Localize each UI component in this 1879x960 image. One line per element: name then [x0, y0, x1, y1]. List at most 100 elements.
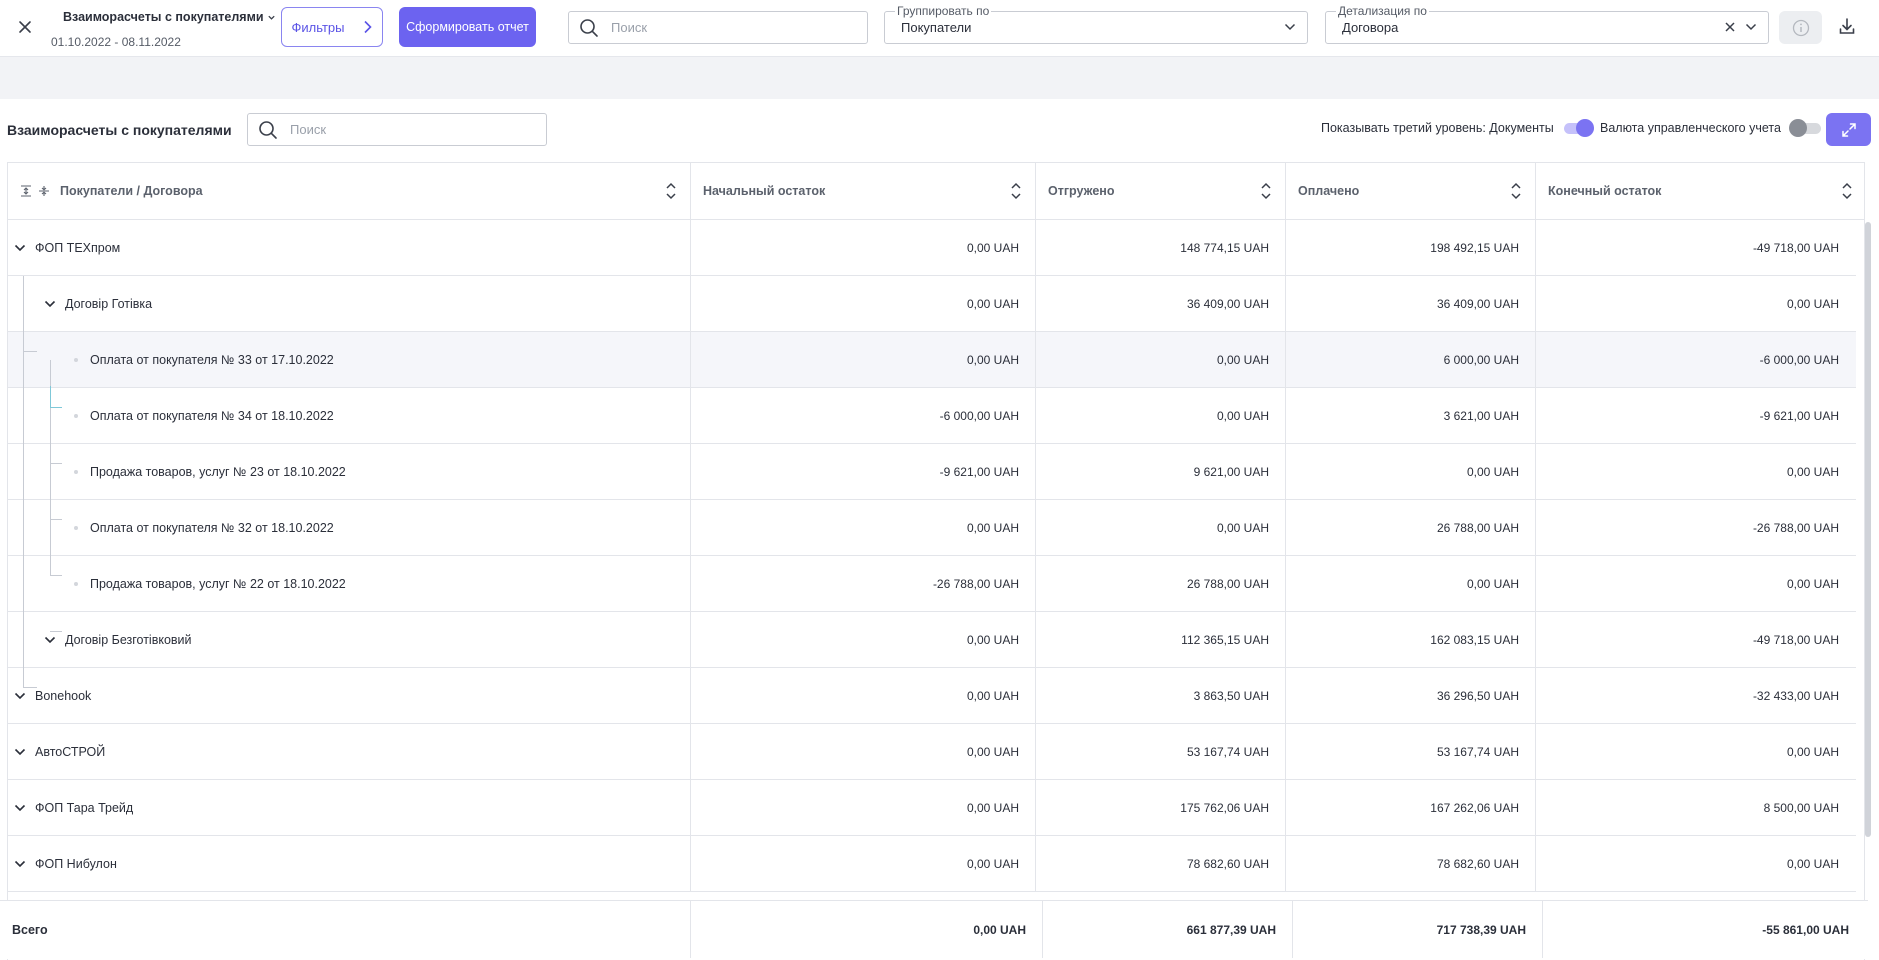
sort-icon[interactable]	[1509, 181, 1523, 201]
chevron-down-icon[interactable]	[13, 801, 27, 815]
third-level-toggle-group: Показывать третий уровень: Документы	[1321, 119, 1594, 137]
cell-name[interactable]: Продажа товаров, услуг № 23 от 18.10.202…	[8, 444, 691, 499]
column-header-start-balance[interactable]: Начальный остаток	[691, 163, 1036, 219]
tree-dot-icon	[74, 414, 78, 418]
sort-icon[interactable]	[1009, 181, 1023, 201]
detail-by-select[interactable]: Детализация по Договора	[1325, 4, 1769, 44]
table-row-document[interactable]: Продажа товаров, услуг № 22 от 18.10.202…	[8, 556, 1856, 612]
cell-name[interactable]: ФОП Нибулон	[8, 836, 691, 891]
column-header-label: Конечный остаток	[1548, 184, 1662, 198]
clear-icon[interactable]	[1724, 21, 1736, 33]
cell-name[interactable]: Оплата от покупателя № 34 от 18.10.2022	[8, 388, 691, 443]
third-level-toggle[interactable]	[1562, 119, 1594, 137]
cell-end-balance: 0,00 UAH	[1786, 744, 1839, 759]
cell-shipped: 0,00 UAH	[1036, 332, 1286, 387]
info-button[interactable]	[1779, 11, 1822, 44]
table-row-buyer[interactable]: АвтоСТРОЙ 0,00 UAH 53 167,74 UAH 53 167,74 …	[8, 724, 1856, 780]
report-date-range[interactable]: 01.10.2022 - 08.11.2022	[51, 35, 181, 49]
table-row-buyer[interactable]: ФОП Нибулон 0,00 UAH 78 682,60 UAH 78 682,6…	[8, 836, 1856, 892]
cell-end-balance: 0,00 UAH	[1786, 856, 1839, 871]
chevron-down-icon[interactable]	[43, 297, 57, 311]
cell-end-balance: -49 718,00 UAH	[1752, 240, 1839, 255]
cell-end-balance: -26 788,00 UAH	[1752, 520, 1839, 535]
currency-toggle[interactable]	[1788, 119, 1821, 137]
cell-name[interactable]: Bonehook	[8, 668, 691, 723]
table-totals-row: Всего 0,00 UAH 661 877,39 UAH 717 738,39…	[0, 900, 1868, 959]
tree-line-selected	[50, 386, 51, 408]
group-by-select[interactable]: Группировать по Покупатели	[884, 4, 1308, 44]
tree-line-level2-branch	[50, 519, 62, 520]
cell-end-balance: 0,00 UAH	[1786, 464, 1839, 479]
scrollbar-thumb[interactable]	[1865, 222, 1871, 837]
cell-name[interactable]: Договір Готівка	[8, 276, 691, 331]
cell-paid: 53 167,74 UAH	[1286, 724, 1536, 779]
column-header-shipped[interactable]: Отгружено	[1036, 163, 1286, 219]
download-button[interactable]	[1834, 13, 1860, 39]
cell-start-balance: 0,00 UAH	[691, 500, 1036, 555]
collapse-all-icon[interactable]	[38, 185, 50, 197]
detail-by-legend: Детализация по	[1336, 4, 1429, 18]
cell-name[interactable]: АвтоСТРОЙ	[8, 724, 691, 779]
expand-all-icon[interactable]	[20, 185, 32, 197]
filters-button[interactable]: Фильтры	[281, 7, 383, 47]
vertical-scrollbar[interactable]	[1865, 220, 1871, 840]
table-body: ФОП ТЕХпром 0,00 UAH 148 774,15 UAH 198 492…	[8, 220, 1856, 900]
generate-report-button[interactable]: Сформировать отчет	[399, 7, 536, 47]
cell-paid: 0,00 UAH	[1286, 556, 1536, 611]
expand-button[interactable]	[1826, 113, 1871, 146]
expand-icon	[1841, 122, 1856, 137]
column-header-buyers[interactable]: Покупатели / Договора	[8, 163, 691, 219]
row-label: ФОП ТЕХпром	[35, 240, 121, 255]
tree-line-level1-branch	[23, 687, 37, 688]
chevron-right-icon	[363, 20, 372, 34]
table-row-contract[interactable]: Договір Безготівковий 0,00 UAH 112 365,15 …	[8, 612, 1856, 668]
table-row-contract[interactable]: Договір Готівка 0,00 UAH 36 409,00 UAH 36 4…	[8, 276, 1856, 332]
cell-name[interactable]: ФОП ТЕХпром	[8, 220, 691, 275]
sort-icon[interactable]	[1259, 181, 1273, 201]
totals-label: Всего	[12, 922, 48, 937]
cell-paid: 26 788,00 UAH	[1286, 500, 1536, 555]
currency-label: Валюта управленческого учета	[1600, 121, 1781, 135]
cell-paid: 0,00 UAH	[1286, 444, 1536, 499]
cell-paid: 198 492,15 UAH	[1286, 220, 1536, 275]
table-row-buyer[interactable]: Bonehook 0,00 UAH 3 863,50 UAH 36 296,50 UA…	[8, 668, 1856, 724]
cell-name[interactable]: ФОП Тара Трейд	[8, 780, 691, 835]
group-by-legend: Группировать по	[895, 4, 992, 18]
cell-end-balance: -9 621,00 UAH	[1759, 408, 1839, 423]
cell-name[interactable]: Договір Безготівковий	[8, 612, 691, 667]
cell-shipped: 0,00 UAH	[1036, 500, 1286, 555]
cell-name[interactable]: Оплата от покупателя № 32 от 18.10.2022	[8, 500, 691, 555]
sort-icon[interactable]	[664, 181, 678, 201]
panel-search-box	[247, 113, 547, 146]
tree-line-level2-branch	[50, 407, 62, 408]
cell-name[interactable]: Оплата от покупателя № 33 от 17.10.2022	[8, 332, 691, 387]
column-header-paid[interactable]: Оплачено	[1286, 163, 1536, 219]
chevron-down-icon[interactable]	[13, 745, 27, 759]
top-search-input[interactable]	[611, 20, 831, 35]
cell-shipped: 175 762,06 UAH	[1036, 780, 1286, 835]
panel-search-input[interactable]	[290, 122, 510, 137]
column-header-label: Оплачено	[1298, 184, 1360, 198]
cell-paid: 36 409,00 UAH	[1286, 276, 1536, 331]
toggle-knob	[1788, 119, 1807, 137]
close-icon[interactable]	[14, 16, 36, 38]
cell-shipped: 78 682,60 UAH	[1036, 836, 1286, 891]
column-header-end-balance[interactable]: Конечный остаток	[1536, 163, 1866, 219]
cell-name[interactable]: Продажа товаров, услуг № 22 от 18.10.202…	[8, 556, 691, 611]
table-row-document[interactable]: Продажа товаров, услуг № 23 от 18.10.202…	[8, 444, 1856, 500]
sort-icon[interactable]	[1840, 181, 1854, 201]
table-row-document[interactable]: Оплата от покупателя № 33 от 17.10.2022 0…	[8, 332, 1856, 388]
table-row-document[interactable]: Оплата от покупателя № 32 от 18.10.2022 0…	[8, 500, 1856, 556]
tree-line-level2-branch	[50, 631, 62, 632]
column-header-label: Начальный остаток	[703, 184, 826, 198]
chevron-down-icon[interactable]	[43, 633, 57, 647]
chevron-down-icon[interactable]	[13, 857, 27, 871]
table-row-buyer[interactable]: ФОП Тара Трейд 0,00 UAH 175 762,06 UAH 167 …	[8, 780, 1856, 836]
chevron-down-icon[interactable]	[13, 689, 27, 703]
chevron-down-icon[interactable]	[13, 241, 27, 255]
report-table: Покупатели / Договора Начальный остаток …	[7, 162, 1871, 960]
tree-line-level1	[23, 276, 24, 351]
table-row-buyer[interactable]: ФОП ТЕХпром 0,00 UAH 148 774,15 UAH 198 492…	[8, 220, 1856, 276]
report-title-dropdown[interactable]: Взаиморасчеты с покупателями	[63, 10, 276, 24]
table-row-document[interactable]: Оплата от покупателя № 34 от 18.10.2022 -…	[8, 388, 1856, 444]
